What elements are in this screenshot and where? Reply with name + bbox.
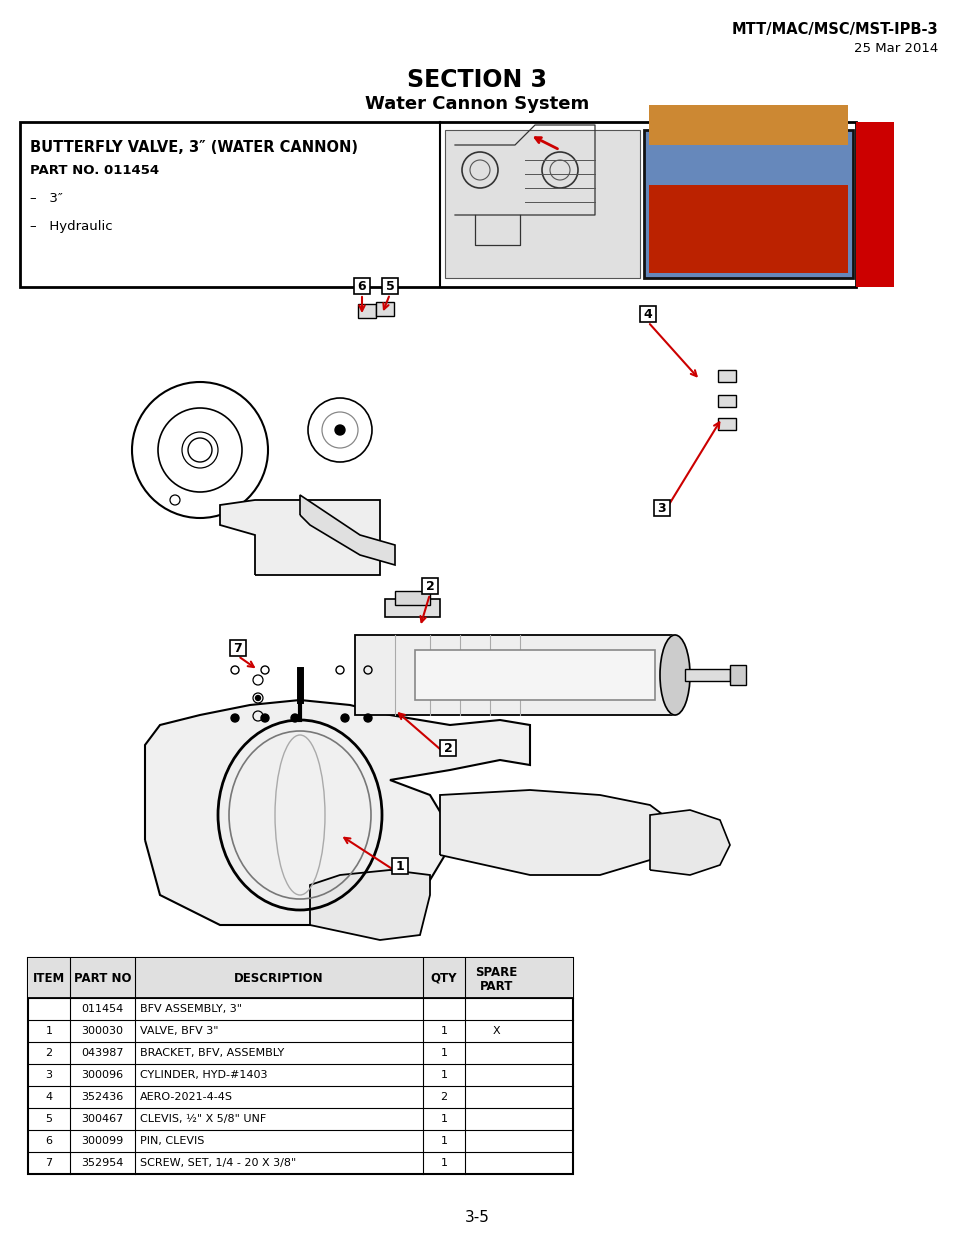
Text: 1: 1 xyxy=(395,860,404,872)
Text: 6: 6 xyxy=(46,1136,52,1146)
Text: PART: PART xyxy=(479,979,513,993)
Bar xyxy=(20,122,855,287)
Bar xyxy=(385,599,439,618)
Text: 011454: 011454 xyxy=(81,1004,124,1014)
PathPatch shape xyxy=(299,495,395,564)
Bar xyxy=(718,417,735,430)
Bar xyxy=(729,664,745,685)
Text: 300030: 300030 xyxy=(81,1026,123,1036)
Text: CYLINDER, HYD-#1403: CYLINDER, HYD-#1403 xyxy=(140,1070,267,1079)
Circle shape xyxy=(231,714,239,722)
Text: 2: 2 xyxy=(443,741,452,755)
Text: 4: 4 xyxy=(643,308,652,321)
Text: BRACKET, BFV, ASSEMBLY: BRACKET, BFV, ASSEMBLY xyxy=(140,1049,284,1058)
PathPatch shape xyxy=(649,810,729,876)
Bar xyxy=(375,303,394,316)
Text: AERO-2021-4-4S: AERO-2021-4-4S xyxy=(140,1092,233,1102)
Text: 7: 7 xyxy=(46,1158,52,1168)
Text: 043987: 043987 xyxy=(81,1049,124,1058)
Text: 300096: 300096 xyxy=(81,1070,124,1079)
Text: PART NO: PART NO xyxy=(73,972,132,984)
Text: ITEM: ITEM xyxy=(32,972,65,984)
Text: PART NO. 011454: PART NO. 011454 xyxy=(30,164,159,177)
Bar xyxy=(439,740,456,756)
Bar xyxy=(421,578,437,594)
Circle shape xyxy=(291,714,298,722)
Text: 1: 1 xyxy=(440,1114,447,1124)
Bar xyxy=(28,958,573,998)
Text: Water Cannon System: Water Cannon System xyxy=(364,95,589,112)
Text: X: X xyxy=(492,1026,499,1036)
Text: 5: 5 xyxy=(385,279,394,293)
Text: 1: 1 xyxy=(440,1049,447,1058)
PathPatch shape xyxy=(145,700,530,925)
Text: 3: 3 xyxy=(46,1070,52,1079)
Text: DESCRIPTION: DESCRIPTION xyxy=(233,972,323,984)
Bar xyxy=(230,640,246,656)
Bar xyxy=(648,105,847,144)
Text: 25 Mar 2014: 25 Mar 2014 xyxy=(853,42,937,56)
Text: SCREW, SET, 1/4 - 20 X 3/8": SCREW, SET, 1/4 - 20 X 3/8" xyxy=(140,1158,296,1168)
Bar xyxy=(395,592,430,605)
Text: 2: 2 xyxy=(425,579,434,593)
Text: 300467: 300467 xyxy=(81,1114,124,1124)
Text: 5: 5 xyxy=(46,1114,52,1124)
Text: 2: 2 xyxy=(440,1092,447,1102)
Text: –   3″: – 3″ xyxy=(30,191,63,205)
Text: MTT/MAC/MSC/MST-IPB-3: MTT/MAC/MSC/MST-IPB-3 xyxy=(731,22,937,37)
Bar xyxy=(357,304,375,317)
Bar xyxy=(355,635,675,715)
Bar xyxy=(718,395,735,408)
Text: 1: 1 xyxy=(440,1070,447,1079)
Text: CLEVIS, ½" X 5/8" UNF: CLEVIS, ½" X 5/8" UNF xyxy=(140,1114,266,1124)
Bar xyxy=(684,669,729,680)
PathPatch shape xyxy=(439,790,669,876)
Text: SECTION 3: SECTION 3 xyxy=(407,68,546,91)
Text: SPARE: SPARE xyxy=(475,966,517,978)
Circle shape xyxy=(255,695,260,700)
Text: 7: 7 xyxy=(233,641,242,655)
Circle shape xyxy=(335,425,345,435)
PathPatch shape xyxy=(220,500,379,576)
Bar xyxy=(855,122,893,287)
Circle shape xyxy=(364,714,372,722)
Bar xyxy=(444,130,639,278)
Bar xyxy=(392,858,408,874)
Bar xyxy=(648,185,847,273)
PathPatch shape xyxy=(310,869,430,940)
Text: QTY: QTY xyxy=(431,972,456,984)
Bar xyxy=(415,650,655,700)
Bar xyxy=(643,130,852,278)
Bar xyxy=(654,500,669,516)
Text: 1: 1 xyxy=(46,1026,52,1036)
Bar xyxy=(28,958,573,1174)
Text: 352436: 352436 xyxy=(81,1092,124,1102)
Text: PIN, CLEVIS: PIN, CLEVIS xyxy=(140,1136,204,1146)
Bar xyxy=(354,278,370,294)
Text: 1: 1 xyxy=(440,1158,447,1168)
Text: 6: 6 xyxy=(357,279,366,293)
Ellipse shape xyxy=(659,635,689,715)
Bar xyxy=(718,370,735,382)
Text: –   Hydraulic: – Hydraulic xyxy=(30,220,112,233)
Text: 1: 1 xyxy=(440,1136,447,1146)
Text: 352954: 352954 xyxy=(81,1158,124,1168)
Circle shape xyxy=(340,714,349,722)
Text: 3: 3 xyxy=(657,501,665,515)
Text: BUTTERFLY VALVE, 3″ (WATER CANNON): BUTTERFLY VALVE, 3″ (WATER CANNON) xyxy=(30,140,357,156)
Bar xyxy=(639,306,656,322)
Text: VALVE, BFV 3": VALVE, BFV 3" xyxy=(140,1026,218,1036)
Text: 3-5: 3-5 xyxy=(464,1210,489,1225)
Bar xyxy=(381,278,397,294)
Text: 1: 1 xyxy=(440,1026,447,1036)
Circle shape xyxy=(261,714,269,722)
Text: BFV ASSEMBLY, 3": BFV ASSEMBLY, 3" xyxy=(140,1004,242,1014)
Text: 2: 2 xyxy=(46,1049,52,1058)
Text: 300099: 300099 xyxy=(81,1136,124,1146)
Text: 4: 4 xyxy=(46,1092,52,1102)
